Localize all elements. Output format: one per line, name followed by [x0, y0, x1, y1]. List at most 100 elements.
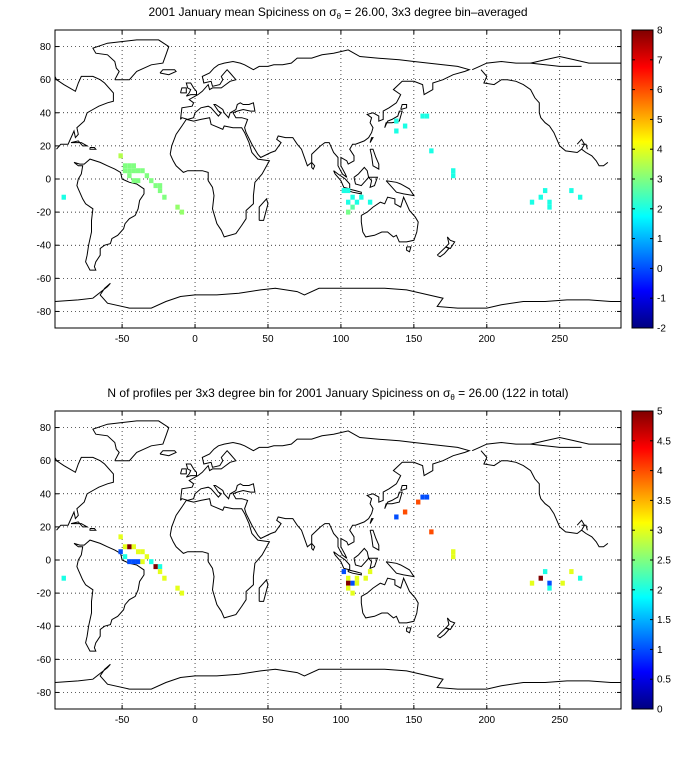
coastline	[581, 143, 588, 150]
coastline	[169, 498, 271, 619]
y-tick-label: -20	[37, 589, 52, 600]
data-cell	[346, 575, 351, 581]
y-tick-label: 60	[40, 75, 52, 86]
coastline	[159, 69, 177, 76]
y-tick-label: -20	[37, 208, 52, 219]
data-cell	[131, 544, 136, 550]
coastline	[406, 627, 412, 634]
data-cell	[131, 178, 136, 184]
coastline	[89, 528, 97, 531]
coastline	[180, 468, 187, 475]
coastline	[70, 140, 89, 147]
data-cell	[179, 209, 185, 215]
data-cell	[127, 168, 132, 174]
colorbar-gradient	[631, 29, 654, 329]
data-cell	[451, 549, 456, 555]
data-cell	[140, 559, 145, 565]
data-cell	[394, 118, 399, 124]
x-tick-label: 150	[406, 334, 423, 345]
colorbar-tick-label: 5	[657, 407, 663, 418]
coastline	[92, 420, 170, 462]
colorbar-tick-label: 7	[657, 55, 663, 66]
data-cell	[118, 549, 123, 555]
data-cell	[127, 163, 132, 169]
data-cell	[153, 564, 158, 570]
data-cell	[144, 554, 150, 560]
y-tick-label: 80	[40, 423, 52, 434]
coastline	[353, 547, 370, 568]
colorbar-tick-label: 2	[657, 585, 663, 596]
data-cell	[354, 199, 360, 205]
coastline	[581, 524, 588, 531]
data-cell	[131, 163, 136, 169]
data-cell	[547, 585, 552, 591]
x-tick-label: 50	[262, 334, 274, 345]
data-cell	[547, 580, 552, 586]
x-tick-label: 0	[192, 334, 198, 345]
coastline	[55, 456, 114, 531]
y-tick-label: 0	[45, 556, 51, 567]
colorbar-tick-label: 4	[657, 145, 663, 156]
colorbar-tick-label: -1	[657, 294, 666, 305]
coastline	[480, 69, 586, 154]
data-cell	[429, 148, 434, 154]
data-cell	[542, 569, 548, 575]
data-cell	[175, 585, 180, 591]
y-tick-label: 0	[45, 175, 51, 186]
chart-title-1: N of profiles per 3x3 degree bin for 200…	[107, 386, 568, 402]
x-tick-label: 250	[551, 334, 568, 345]
y-tick-label: -40	[37, 622, 52, 633]
coastline	[369, 518, 374, 524]
data-cell	[341, 188, 347, 194]
x-tick-label: 0	[192, 715, 198, 726]
data-cell	[451, 554, 456, 560]
y-tick-label: 80	[40, 42, 52, 53]
data-cell	[560, 580, 565, 586]
coastline	[55, 282, 621, 309]
coastline	[385, 180, 415, 197]
data-cell	[144, 173, 150, 179]
colorbar-1: 5 4.5 4 3.5 3 2.5 2 1.5 1 0.5 0	[631, 407, 671, 716]
data-cell	[577, 194, 583, 200]
data-cell	[538, 575, 543, 581]
data-cell	[569, 188, 574, 194]
coastline	[311, 162, 316, 171]
data-cell	[341, 569, 347, 575]
data-cell	[127, 173, 132, 179]
data-cell	[394, 128, 399, 134]
coastline	[471, 60, 582, 71]
coastline	[445, 236, 456, 250]
data-cell	[162, 194, 167, 200]
data-cell	[354, 575, 360, 581]
colorbar-0: 8 7 6 5 4 3 2 1 0 -1 -2	[631, 26, 666, 335]
x-tick-label: 100	[333, 334, 350, 345]
colorbar-tick-label: 3	[657, 175, 663, 186]
colorbar-tick-label: 4.5	[657, 436, 671, 447]
y-tick-label: -80	[37, 688, 52, 699]
coastline	[480, 450, 586, 535]
data-cell	[157, 564, 163, 570]
coastline	[73, 539, 145, 652]
coastline	[436, 627, 450, 639]
colorbar-tick-label: 6	[657, 85, 663, 96]
data-cell	[367, 569, 373, 575]
data-cell	[122, 544, 128, 550]
data-cell	[350, 204, 355, 210]
coastline	[159, 450, 177, 457]
x-tick-label: -50	[115, 334, 130, 345]
y-tick-label: 20	[40, 522, 52, 533]
coastline	[581, 529, 609, 548]
colorbar-tick-label: 2	[657, 204, 663, 215]
colorbar-tick-label: 1.5	[657, 615, 671, 626]
data-cell	[61, 575, 66, 581]
data-cell	[135, 178, 141, 184]
coastline	[400, 485, 408, 491]
data-cell	[149, 559, 154, 565]
data-cell	[402, 123, 408, 129]
coastline	[360, 195, 419, 243]
coastline	[369, 529, 380, 551]
coastline	[180, 87, 187, 94]
colorbar-gradient	[631, 410, 654, 710]
coastline	[89, 147, 97, 150]
coastline	[360, 576, 419, 624]
